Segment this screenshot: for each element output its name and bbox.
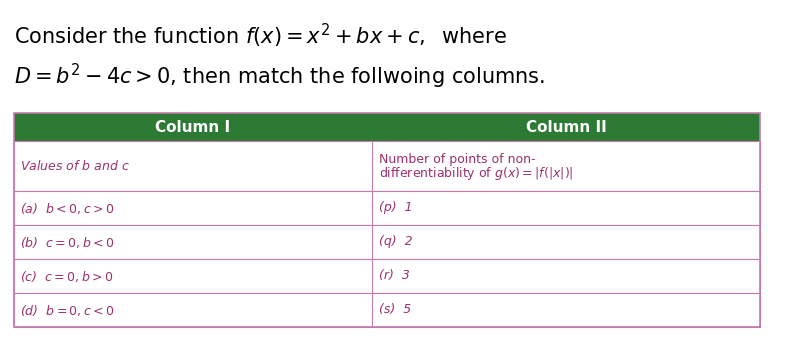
Text: (c)  $c = 0, b > 0$: (c) $c = 0, b > 0$ [20,268,114,283]
Bar [14,113,760,327]
Bar [14,225,760,259]
Bar [14,141,760,191]
Text: (r)  3: (r) 3 [379,270,410,282]
Text: (d)  $b = 0, c < 0$: (d) $b = 0, c < 0$ [20,302,114,317]
Text: Consider the function $f(x) = x^2 + bx + c,\;$ where: Consider the function $f(x) = x^2 + bx +… [14,22,507,50]
Text: (b)  $c = 0, b < 0$: (b) $c = 0, b < 0$ [20,235,114,250]
Text: Column I: Column I [155,120,230,135]
Bar [14,259,760,293]
Text: Values of $b$ and $c$: Values of $b$ and $c$ [20,159,130,173]
Text: (s)  5: (s) 5 [379,303,411,317]
Text: differentiability of $g(x) = |f(|x|)|$: differentiability of $g(x) = |f(|x|)|$ [379,165,574,181]
Text: (a)  $b < 0, c > 0$: (a) $b < 0, c > 0$ [20,201,114,216]
Bar [14,113,760,141]
Text: Column II: Column II [526,120,606,135]
Bar [14,191,760,225]
Text: (q)  2: (q) 2 [379,236,413,248]
Bar [14,293,760,327]
Text: Number of points of non-: Number of points of non- [379,152,535,166]
Text: $D = b^2 - 4c > 0$, then match the follwoing columns.: $D = b^2 - 4c > 0$, then match the follw… [14,62,545,91]
Text: (p)  1: (p) 1 [379,201,413,215]
